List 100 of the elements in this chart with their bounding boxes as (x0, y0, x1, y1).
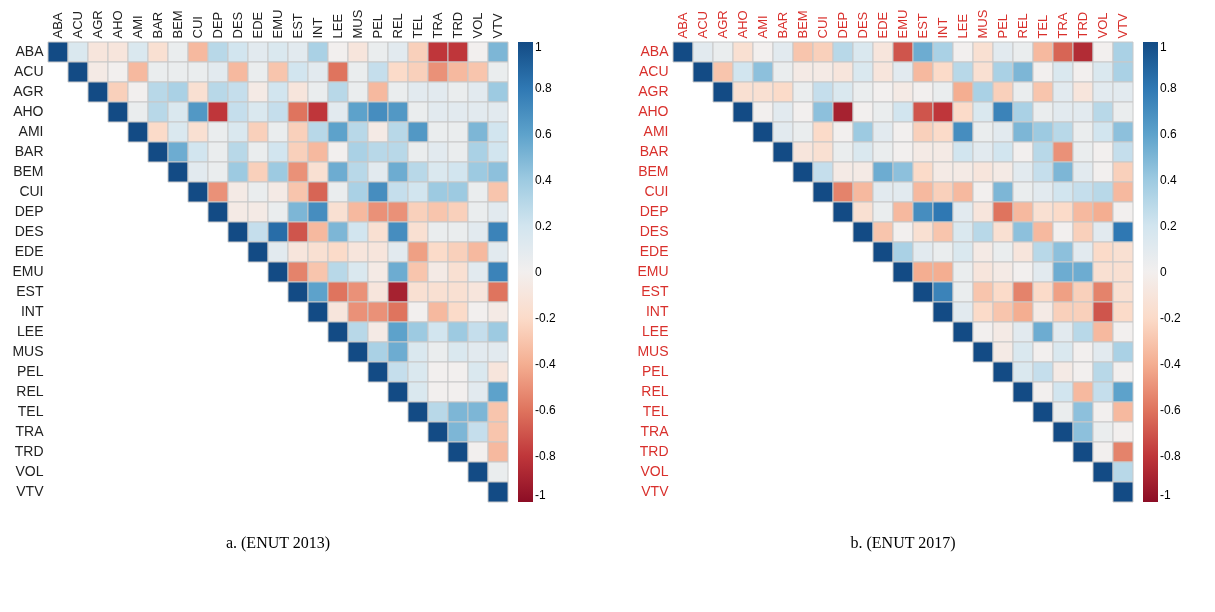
x-tick-label: BEM (170, 10, 185, 39)
x-tick-label: TRD (1075, 11, 1090, 39)
y-tick-label: TEL (17, 403, 44, 419)
x-tick-label: TRD (450, 11, 465, 39)
x-tick-label: AHO (735, 10, 750, 39)
y-tick-label: ACU (638, 63, 669, 79)
color-bar-label: 0.6 (1160, 127, 1178, 141)
x-tick-label: AGR (715, 10, 730, 39)
y-tick-label: TRD (14, 443, 44, 459)
y-tick-label: INT (645, 303, 669, 319)
x-tick-label: TRA (430, 12, 445, 39)
x-tick-label: CUI (815, 16, 830, 39)
y-tick-label: AGR (638, 83, 669, 99)
y-tick-label: MUS (12, 343, 44, 359)
x-tick-label: DEP (210, 11, 225, 39)
y-tick-label: EMU (637, 263, 669, 279)
y-tick-label: TRA (640, 423, 670, 439)
color-bar-label: 0 (535, 265, 542, 279)
x-tick-label: EST (915, 13, 930, 39)
color-bar-label: 0 (1160, 265, 1167, 279)
y-tick-label: PEL (17, 363, 44, 379)
y-tick-label: BEM (638, 163, 669, 179)
color-bar-label: -0.2 (1160, 311, 1181, 325)
x-tick-label: VTV (1115, 12, 1130, 39)
x-tick-label: EDE (875, 11, 890, 39)
y-tick-label: ABA (15, 43, 45, 59)
x-tick-label: ACU (695, 11, 710, 39)
y-tick-label: BAR (14, 143, 44, 159)
x-tick-label: DES (230, 11, 245, 39)
y-tick-label: AHO (13, 103, 44, 119)
text: b. (ENUT 2017) (850, 533, 956, 552)
color-bar-label: 1 (535, 40, 542, 54)
color-bar-label: 0.4 (535, 173, 553, 187)
x-tick-label: TRA (1055, 12, 1070, 39)
y-tick-label: AGR (13, 83, 44, 99)
color-bar-label: -0.6 (535, 403, 556, 417)
x-tick-label: LEE (330, 13, 345, 39)
y-tick-label: AMI (18, 123, 44, 139)
x-tick-label: REL (390, 13, 405, 39)
y-tick-label: AHO (638, 103, 669, 119)
color-bar-label: 0.8 (535, 81, 553, 95)
x-tick-label: REL (1015, 13, 1030, 39)
y-tick-label: MUS (637, 343, 669, 359)
y-tick-label: EDE (639, 243, 669, 259)
x-tick-label: EDE (250, 11, 265, 39)
y-tick-label: CUI (19, 183, 44, 199)
y-tick-label: TRD (639, 443, 669, 459)
y-tick-label: BEM (13, 163, 44, 179)
color-bar-label: -1 (535, 488, 546, 502)
x-tick-label: TEL (1035, 14, 1050, 39)
x-tick-label: VOL (1095, 12, 1110, 39)
y-tick-label: REL (16, 383, 44, 399)
x-tick-label: EMU (270, 9, 285, 39)
x-tick-label: DEP (835, 11, 850, 39)
y-tick-label: BAR (639, 143, 669, 159)
x-tick-label: MUS (975, 9, 990, 39)
y-tick-label: PEL (642, 363, 669, 379)
y-tick-label: CUI (644, 183, 669, 199)
x-tick-label: LEE (955, 13, 970, 39)
color-bar-label: 0.2 (535, 219, 553, 233)
color-bar-label: -0.8 (535, 449, 556, 463)
y-tick-label: AMI (643, 123, 669, 139)
y-tick-label: TEL (642, 403, 669, 419)
y-tick-label: DEP (14, 203, 44, 219)
x-tick-label: ABA (675, 12, 690, 39)
y-tick-label: REL (641, 383, 669, 399)
color-bar-label: -0.6 (1160, 403, 1181, 417)
x-tick-label: PEL (995, 13, 1010, 39)
y-tick-label: VOL (640, 463, 669, 479)
x-tick-label: CUI (190, 16, 205, 39)
color-bar-label: -0.4 (1160, 357, 1181, 371)
color-bar-label: 0.4 (1160, 173, 1178, 187)
x-tick-label: EST (290, 13, 305, 39)
x-tick-label: EMU (895, 9, 910, 39)
y-tick-label: ACU (13, 63, 44, 79)
y-tick-label: DES (639, 223, 669, 239)
x-tick-label: AGR (90, 10, 105, 39)
x-tick-label: PEL (370, 13, 385, 39)
y-tick-label: VTV (641, 483, 670, 499)
x-tick-label: AMI (130, 15, 145, 39)
color-bar-label: 0.2 (1160, 219, 1178, 233)
y-tick-label: EMU (12, 263, 44, 279)
y-tick-label: EDE (14, 243, 44, 259)
color-bar-label: -0.4 (535, 357, 556, 371)
x-tick-label: TEL (410, 14, 425, 39)
color-bar-label: -0.2 (535, 311, 556, 325)
x-tick-label: BAR (775, 11, 790, 39)
x-tick-label: AMI (755, 15, 770, 39)
y-tick-label: INT (20, 303, 44, 319)
x-tick-label: MUS (350, 9, 365, 39)
y-tick-label: ABA (640, 43, 670, 59)
y-tick-label: EST (641, 283, 669, 299)
color-bar-label: 0.8 (1160, 81, 1178, 95)
x-tick-label: BAR (150, 11, 165, 39)
x-tick-label: BEM (795, 10, 810, 39)
y-tick-label: VOL (15, 463, 44, 479)
color-bar-label: -1 (1160, 488, 1171, 502)
color-bar-label: 1 (1160, 40, 1167, 54)
x-tick-label: INT (935, 17, 950, 39)
y-tick-label: DES (14, 223, 44, 239)
